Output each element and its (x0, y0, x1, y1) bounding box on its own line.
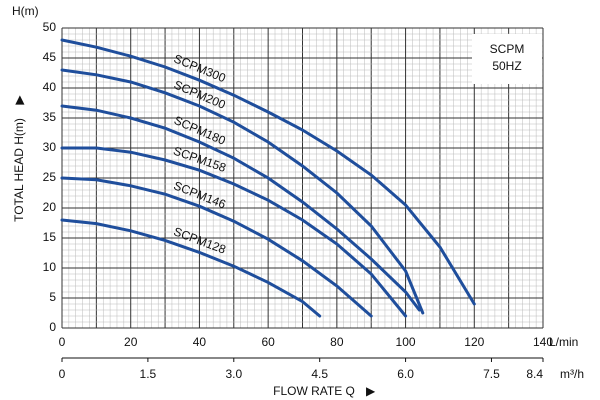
y-tick-label: 20 (43, 200, 57, 214)
x2-tick-label: 0 (59, 367, 66, 381)
annotation: 50HZ (492, 59, 521, 73)
y-tick-label: 10 (43, 260, 57, 274)
annotation-box (472, 34, 542, 84)
x-tick-label: 140 (533, 335, 553, 349)
x-tick-label: 100 (396, 335, 416, 349)
curve (60, 104, 421, 312)
x2-tick-label: 8.4 (526, 367, 543, 381)
x-tick-label: 20 (124, 335, 138, 349)
x-unit: L/min (549, 335, 578, 349)
x2-unit: m³/h (560, 367, 584, 381)
x2-tick-label: 7.5 (483, 367, 500, 381)
x-tick-label: 120 (464, 335, 484, 349)
y-tick-label: 35 (43, 110, 57, 124)
x-tick-label: 0 (59, 335, 66, 349)
curve (60, 146, 408, 318)
x-tick-label: 80 (330, 335, 344, 349)
curve (60, 38, 476, 306)
y-tick-label: 0 (49, 320, 56, 334)
x2-tick-label: 4.5 (311, 367, 328, 381)
y-tick-label: 30 (43, 140, 57, 154)
x2-tick-label: 3.0 (225, 367, 242, 381)
x-tick-label: 60 (261, 335, 275, 349)
curve (60, 68, 425, 315)
y-tick-label: 40 (43, 80, 57, 94)
curve (60, 218, 322, 318)
x2-tick-label: 6.0 (397, 367, 414, 381)
annotation: SCPM (490, 42, 525, 56)
curve (60, 176, 373, 318)
y-tick-label: 45 (43, 50, 57, 64)
arrow: ▶ (12, 95, 26, 105)
y-tick-label: 5 (49, 290, 56, 304)
y-tick-label: 50 (43, 20, 57, 34)
x2-tick-label: 1.5 (140, 367, 157, 381)
x-tick-label: 40 (193, 335, 207, 349)
grid (61, 27, 544, 329)
y-axis-label: TOTAL HEAD H(m) (12, 118, 26, 222)
x-axis-label: FLOW RATE Q (273, 384, 355, 398)
y-tick-label: 15 (43, 230, 57, 244)
y-tick-label: 25 (43, 170, 57, 184)
y-unit: H(m) (12, 4, 39, 18)
arrow: ▶ (366, 384, 376, 398)
